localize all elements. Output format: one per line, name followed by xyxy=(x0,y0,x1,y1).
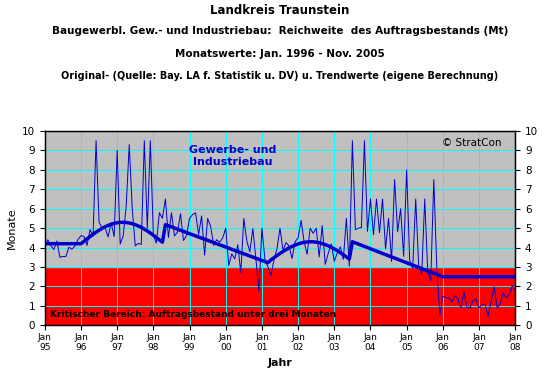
Text: Gewerbe- und
Industriebau: Gewerbe- und Industriebau xyxy=(189,145,277,167)
Bar xyxy=(45,131,515,267)
Y-axis label: Monate: Monate xyxy=(6,207,16,249)
Text: Kritischer Bereich: Auftragsbestand unter drei Monaten: Kritischer Bereich: Auftragsbestand unte… xyxy=(50,310,337,319)
Text: Landkreis Traunstein: Landkreis Traunstein xyxy=(211,4,349,17)
X-axis label: Jahr: Jahr xyxy=(268,358,292,368)
Text: © StratCon: © StratCon xyxy=(442,138,502,148)
Text: Original- (Quelle: Bay. LA f. Statistik u. DV) u. Trendwerte (eigene Berechnung): Original- (Quelle: Bay. LA f. Statistik … xyxy=(62,71,498,81)
Text: Monatswerte: Jan. 1996 - Nov. 2005: Monatswerte: Jan. 1996 - Nov. 2005 xyxy=(175,49,385,59)
Text: Baugewerbl. Gew.- und Industriebau:  Reichweite  des Auftragsbestands (Mt): Baugewerbl. Gew.- und Industriebau: Reic… xyxy=(52,26,508,36)
Bar xyxy=(45,267,515,325)
